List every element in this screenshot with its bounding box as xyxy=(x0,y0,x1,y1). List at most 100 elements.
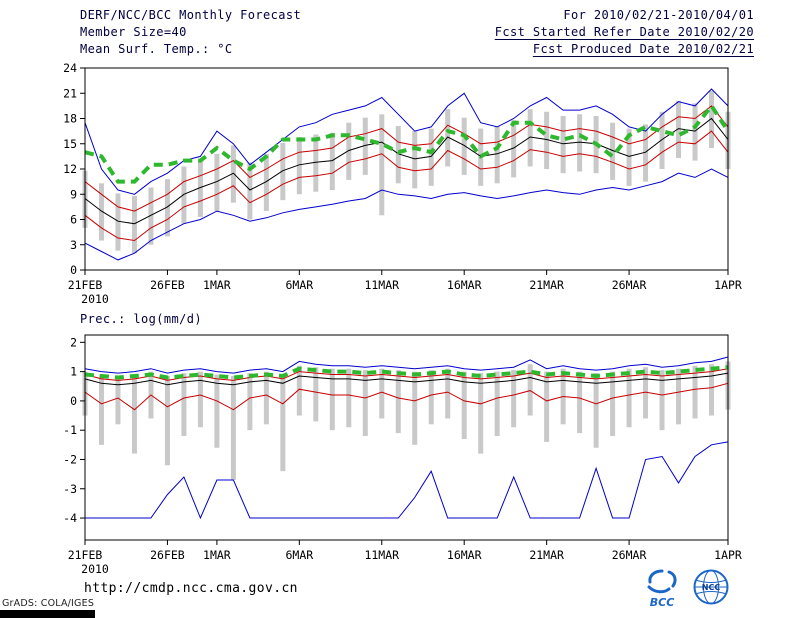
page-title: DERF/NCC/BCC Monthly Forecast xyxy=(80,8,302,22)
y-tick-label: -4 xyxy=(63,511,77,525)
range-bar xyxy=(131,195,137,254)
plot-frame xyxy=(84,334,729,541)
y-tick-label: -2 xyxy=(63,452,77,466)
globe-icon: NCC xyxy=(693,569,729,605)
range-bar xyxy=(131,374,137,454)
x-tick-label: 11MAR xyxy=(364,278,399,292)
temperature-chart: 0 3 6 9 12 15 18 21 24 21FEB 26FEB 1MAR 6MAR 11MAR 16M… xyxy=(63,61,742,306)
y-tick-label: -3 xyxy=(63,482,77,496)
range-bar xyxy=(263,371,269,425)
range-bar xyxy=(214,153,220,212)
range-bar xyxy=(577,114,583,172)
range-bar xyxy=(296,365,302,416)
x-tick-label: 26FEB xyxy=(150,548,185,562)
x-tick-label: 21FEB xyxy=(68,548,103,562)
range-bar xyxy=(527,364,533,416)
range-bar xyxy=(197,371,203,428)
range-bar xyxy=(560,115,566,174)
range-bar xyxy=(263,153,269,212)
range-bar xyxy=(494,126,500,184)
grads-credit: GrADS: COLA/IGES xyxy=(2,598,95,609)
range-bar xyxy=(181,373,187,437)
bcc-swirl-icon xyxy=(647,569,677,594)
y-tick-label: 1 xyxy=(70,365,77,379)
range-bar xyxy=(230,376,236,480)
range-bar xyxy=(643,124,649,182)
forecast-range-label: For 2010/02/21-2010/04/01 xyxy=(563,8,754,22)
range-bar xyxy=(511,120,517,178)
range-bar xyxy=(610,122,616,180)
x-tick-label: 11MAR xyxy=(364,548,399,562)
x-tick-label: 16MAR xyxy=(447,548,482,562)
y-tick-label: -1 xyxy=(63,423,77,437)
range-bar xyxy=(494,371,500,437)
range-bar xyxy=(428,370,434,425)
x-axis-year-label: 2010 xyxy=(81,562,109,576)
x-tick-label: 26FEB xyxy=(150,278,185,292)
x-tick-label: 6MAR xyxy=(285,548,313,562)
bottom-left-bar xyxy=(0,610,95,618)
x-tick-label: 26MAR xyxy=(612,548,647,562)
series-ensemble-max xyxy=(84,356,729,374)
y-tick-label: 3 xyxy=(70,238,77,252)
y-tick-label: 18 xyxy=(63,112,77,126)
range-bar xyxy=(329,132,335,191)
range-bar xyxy=(148,187,154,245)
range-bar xyxy=(230,145,236,203)
y-tick-label: 2 xyxy=(70,335,77,349)
range-bar xyxy=(544,371,550,442)
x-tick-label: 6MAR xyxy=(285,278,313,292)
precipitation-chart: -4 -3 -2 -1 0 1 2 21FEB 26FEB 1MAR 6MAR 11MAR 16MAR 2… xyxy=(63,334,742,576)
range-bar xyxy=(346,122,352,180)
range-bar xyxy=(544,111,550,169)
ncc-logo: NCC xyxy=(692,568,730,610)
range-bar xyxy=(626,128,632,186)
range-bar xyxy=(197,159,203,217)
range-bar xyxy=(280,142,286,201)
y-tick-label: 0 xyxy=(70,263,77,277)
source-url: http://cmdp.ncc.cma.gov.cn xyxy=(84,581,298,596)
ensemble-range-bars xyxy=(82,90,731,254)
range-bar xyxy=(313,367,319,422)
x-tick-label: 1APR xyxy=(714,548,742,562)
y-tick-label: 6 xyxy=(70,213,77,227)
range-bar xyxy=(164,376,170,466)
range-bar xyxy=(445,109,451,167)
range-bar xyxy=(346,368,352,428)
series-ensemble-min xyxy=(84,168,729,261)
range-bar xyxy=(676,368,682,425)
ncc-logo-label: NCC xyxy=(702,583,721,592)
range-bar xyxy=(181,166,187,224)
x-tick-label: 1MAR xyxy=(203,548,231,562)
y-tick-label: 24 xyxy=(63,61,77,75)
range-bar xyxy=(461,371,467,439)
panel1-title: Mean Surf. Temp.: °C xyxy=(80,42,233,56)
series-observation xyxy=(84,365,729,380)
x-tick-label: 21MAR xyxy=(529,278,564,292)
range-bar xyxy=(610,371,616,437)
range-bar xyxy=(313,134,319,192)
panel2-title: Prec.: log(mm/d) xyxy=(80,312,202,326)
range-bar xyxy=(296,137,302,195)
range-bar xyxy=(478,373,484,454)
range-bar xyxy=(412,371,418,445)
y-tick-label: 9 xyxy=(70,187,77,201)
range-bar xyxy=(329,368,335,431)
y-tick-label: 21 xyxy=(63,86,77,100)
x-tick-label: 21FEB xyxy=(68,278,103,292)
range-bar xyxy=(115,193,121,251)
range-bar xyxy=(379,368,385,419)
ensemble-range-bars xyxy=(82,361,731,480)
range-bar xyxy=(247,373,253,431)
series-ensemble-min xyxy=(85,441,729,520)
range-bar xyxy=(659,370,665,431)
bcc-logo-label: BCC xyxy=(649,596,675,609)
range-bar xyxy=(527,109,533,167)
range-bar xyxy=(511,370,517,428)
y-tick-label: 15 xyxy=(63,137,77,151)
range-bar xyxy=(577,371,583,434)
fcst-started-label: Fcst Started Refer Date 2010/02/20 xyxy=(494,25,754,39)
x-axis-year-label: 2010 xyxy=(81,292,109,306)
series-observation xyxy=(84,102,730,184)
range-bar xyxy=(709,90,715,148)
